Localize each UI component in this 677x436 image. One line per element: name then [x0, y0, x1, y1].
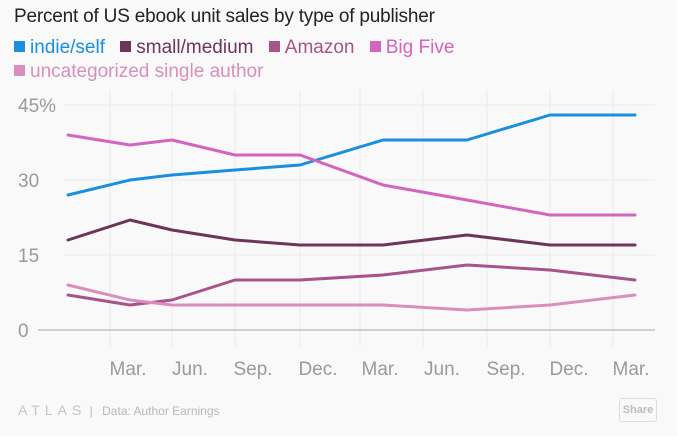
footer-separator: | — [89, 404, 93, 418]
series-line-amazon — [66, 263, 637, 307]
x-tick-label: Sep. — [486, 359, 525, 380]
horizontal-gridlines — [64, 104, 655, 256]
series-lines — [66, 113, 637, 312]
legend-item-indie-self: indie/self — [14, 36, 105, 60]
legend-label: indie/self — [30, 37, 105, 58]
x-tick-labels: Mar. Jun. Sep. Dec. Mar. Jun. Sep. Dec. Mar. — [110, 359, 650, 380]
series-line-big-five — [66, 133, 637, 217]
y-tick-label: 30 — [18, 171, 39, 192]
legend-label: small/medium — [136, 37, 254, 58]
legend-item-amazon: Amazon — [268, 36, 355, 60]
legend-item-uncategorized: uncategorized single author — [14, 60, 263, 84]
legend-swatch — [14, 65, 25, 76]
x-tick-label: Dec. — [549, 359, 588, 380]
legend-label: Amazon — [284, 37, 355, 58]
x-tick-label: Dec. — [298, 359, 337, 380]
footer: ATLAS | Data: Author Earnings — [18, 402, 220, 418]
legend-swatch — [120, 41, 132, 52]
legend-item-small-medium: small/medium — [120, 36, 253, 60]
x-tick-label: Sep. — [233, 359, 272, 380]
series-line-uncategorized-single-author — [66, 283, 637, 312]
y-tick-label: 15 — [18, 246, 39, 267]
chart-title: Percent of US ebook unit sales by type o… — [14, 6, 435, 27]
legend-swatch — [268, 41, 280, 52]
x-tick-label: Jun. — [424, 359, 460, 380]
legend-swatch — [369, 41, 381, 52]
y-tick-label: 45% — [18, 96, 56, 117]
legend-item-big-five: Big Five — [369, 36, 455, 60]
legend: indie/self small/medium Amazon Big Five … — [14, 36, 654, 84]
x-tick-label: Jun. — [172, 359, 208, 380]
x-tick-label: Mar. — [362, 359, 399, 380]
series-line-small-medium — [66, 218, 637, 247]
data-source: Data: Author Earnings — [102, 404, 220, 418]
y-tick-label: 0 — [18, 321, 29, 342]
x-tick-label: Mar. — [110, 359, 147, 380]
x-tick-label: Mar. — [613, 359, 650, 380]
legend-label: uncategorized single author — [30, 61, 264, 82]
share-button[interactable]: Share — [619, 398, 657, 422]
atlas-logo: ATLAS — [18, 402, 87, 418]
legend-label: Big Five — [385, 37, 455, 58]
y-tick-labels: 0 15 30 45% — [18, 96, 56, 342]
legend-swatch — [14, 41, 25, 52]
vertical-gridlines — [109, 90, 614, 347]
series-line-indie-self — [66, 113, 637, 197]
